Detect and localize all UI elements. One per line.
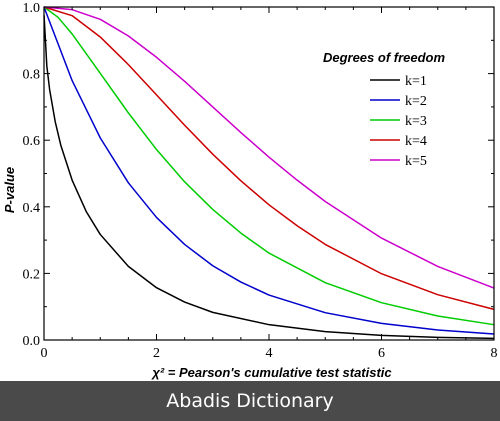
series-line-2: [43, 6, 495, 335]
footer-banner: Abadis Dictionary: [0, 381, 500, 421]
legend-label-5: k=5: [405, 154, 427, 169]
series-line-1: [43, 15, 495, 340]
x-tick-label: 8: [491, 346, 498, 361]
y-axis-label: P-value: [2, 167, 17, 213]
plot-area: 0 2 4 6 8 0.0 0.2 0.4 0.6 0.8 1.0: [23, 1, 498, 361]
y-tick-label: 0.8: [23, 68, 41, 83]
legend-label-2: k=2: [405, 94, 427, 109]
series-line-5: [43, 6, 495, 289]
legend-label-1: k=1: [405, 74, 427, 89]
x-tick-label: 0: [41, 346, 48, 361]
x-axis-label: χ² = Pearson's cumulative test statistic: [150, 365, 392, 380]
x-tick-label: 6: [378, 346, 385, 361]
legend: k=1 k=2 k=3 k=4 k=5: [370, 74, 427, 169]
y-tick-label: 0.2: [23, 267, 41, 282]
x-tick-label: 4: [266, 346, 273, 361]
x-tick-label: 2: [153, 346, 160, 361]
chart-svg: 0 2 4 6 8 0.0 0.2 0.4 0.6 0.8 1.0 P-value χ² = Pea…: [2, 1, 498, 380]
legend-label-3: k=3: [405, 114, 427, 129]
legend-title: Degrees of freedom: [323, 50, 446, 65]
legend-label-4: k=4: [405, 134, 427, 149]
y-tick-label: 0.4: [23, 201, 41, 216]
chart: 0 2 4 6 8 0.0 0.2 0.4 0.6 0.8 1.0 P-value χ² = Pea…: [2, 1, 498, 380]
series-line-3: [43, 6, 495, 326]
y-tick-label: 0.0: [23, 334, 41, 349]
y-tick-label: 1.0: [23, 1, 41, 16]
y-tick-label: 0.6: [23, 134, 41, 149]
series-line-4: [43, 6, 495, 311]
banner-text: Abadis Dictionary: [166, 390, 334, 412]
